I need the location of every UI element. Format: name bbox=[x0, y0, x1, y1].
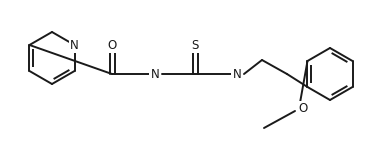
Text: O: O bbox=[298, 103, 308, 115]
Text: N: N bbox=[232, 67, 241, 81]
Text: N: N bbox=[151, 67, 160, 81]
Text: N: N bbox=[70, 38, 79, 52]
Text: O: O bbox=[107, 38, 117, 52]
Text: S: S bbox=[191, 38, 199, 52]
